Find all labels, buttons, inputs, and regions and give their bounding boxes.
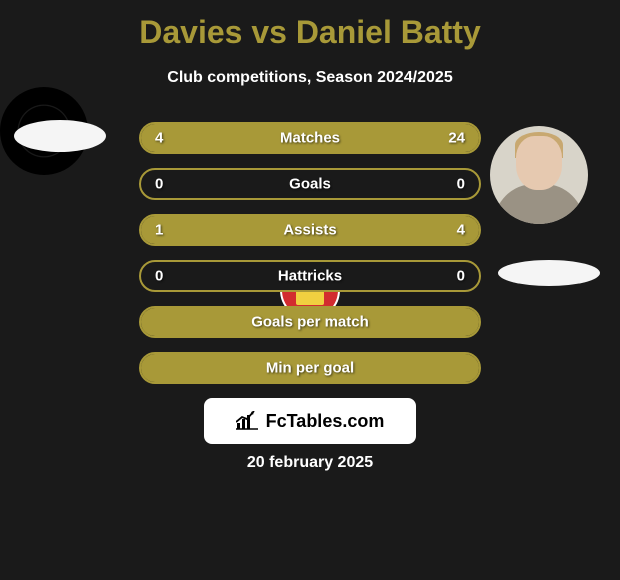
stat-fill-right: [209, 216, 479, 244]
stat-row: Min per goal: [139, 352, 481, 384]
stat-value-left: 4: [155, 130, 163, 147]
stat-label: Min per goal: [266, 360, 354, 377]
player-body-icon: [494, 184, 584, 224]
stat-label: Matches: [280, 130, 340, 147]
stats-container: Matches424Goals00Assists14Hattricks00Goa…: [139, 122, 481, 398]
stat-label: Goals per match: [251, 314, 369, 331]
stat-row: Goals 0 0: [139, 168, 481, 200]
player-left-photo-placeholder: [14, 120, 106, 152]
stat-value-right: 24: [448, 130, 465, 147]
stat-fill-left: [141, 124, 189, 152]
player-head-icon: [516, 136, 562, 190]
stat-value-right: 0: [457, 268, 465, 285]
stat-row: Goals per match: [139, 306, 481, 338]
chart-icon: [236, 411, 260, 431]
subtitle: Club competitions, Season 2024/2025: [0, 69, 620, 87]
stat-fill-left: [141, 216, 209, 244]
stat-value-left: 0: [155, 268, 163, 285]
stat-value-right: 0: [457, 176, 465, 193]
stat-row: Hattricks 0 0: [139, 260, 481, 292]
stat-label: Goals: [289, 176, 331, 193]
date-text: 20 february 2025: [247, 454, 373, 472]
page-title: Davies vs Daniel Batty: [0, 0, 620, 51]
stat-value-left: 0: [155, 176, 163, 193]
stat-label: Hattricks: [278, 268, 342, 285]
player-right-club-placeholder: [498, 260, 600, 286]
brand-badge: FcTables.com: [204, 398, 416, 444]
stat-label: Assists: [283, 222, 336, 239]
stat-value-left: 1: [155, 222, 163, 239]
brand-text: FcTables.com: [266, 411, 385, 432]
stat-row: Assists 1 4: [139, 214, 481, 246]
stat-row: Matches 4 24: [139, 122, 481, 154]
player-right-photo: [490, 126, 588, 224]
stat-value-right: 4: [457, 222, 465, 239]
